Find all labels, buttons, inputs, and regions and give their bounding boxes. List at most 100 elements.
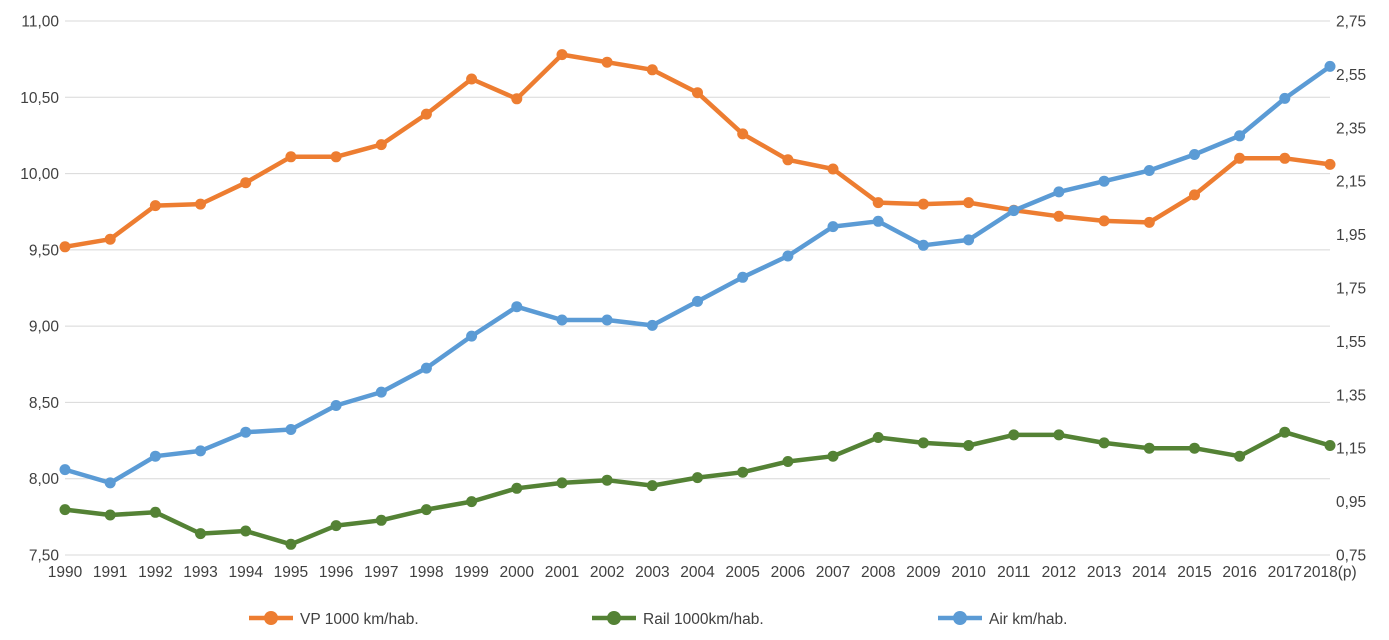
data-point [420,362,432,374]
y-axis-right-tick-label: 1,55 [1336,334,1366,351]
data-point [375,386,387,398]
y-axis-left-tick-label: 10,00 [20,166,59,183]
data-point [1098,175,1110,187]
data-point [827,163,839,175]
data-point [556,477,568,489]
x-axis-tick-label: 2013 [1087,564,1121,581]
data-point [872,215,884,227]
data-point [1279,426,1291,438]
legend-item-vp-1000-km-hab: VP 1000 km/hab. [249,611,419,628]
data-point [963,440,975,451]
data-point [1189,149,1200,160]
data-point [149,450,161,462]
data-point [240,426,252,438]
data-point [240,525,252,537]
data-point [375,514,387,526]
x-axis-tick-label: 1995 [274,564,308,581]
x-axis-tick-label: 2000 [500,564,535,581]
y-axis-left-tick-label: 9,00 [29,319,60,336]
x-axis-tick-label: 2001 [545,564,579,581]
data-point [1053,186,1065,198]
data-point [1008,205,1020,217]
data-point [1324,440,1336,451]
data-point [104,477,116,489]
legend-label: Air km/hab. [989,611,1067,628]
data-point [104,509,116,521]
data-point [737,128,749,140]
y-axis-left-tick-label: 8,00 [29,471,60,488]
data-point [285,151,297,163]
x-axis-tick-label: 2007 [816,564,850,581]
x-axis-tick-label: 1997 [364,564,398,581]
series-air-km-hab [59,60,1336,489]
x-axis-tick-label: 2014 [1132,564,1167,581]
series-line [62,429,1333,547]
data-point [1008,429,1020,441]
data-point [466,330,478,342]
x-axis-tick-label: 1993 [183,564,217,581]
legend-label: Rail 1000km/hab. [643,611,764,628]
data-point [963,197,975,209]
data-point [1143,165,1155,176]
data-point [692,87,703,99]
x-axis-tick-label: 2008 [861,564,895,581]
data-point [601,314,613,326]
data-point [692,472,703,484]
data-point [1234,152,1246,164]
data-point [330,400,342,411]
data-point [195,198,206,210]
y-axis-right-tick-label: 0,75 [1336,548,1366,565]
data-point [1189,189,1200,201]
x-axis-tick-label: 2004 [680,564,715,581]
data-point [646,64,658,76]
legend-item-air-km-hab: Air km/hab. [938,611,1067,628]
data-point [104,233,116,245]
x-axis: 1990 1991 1992 1993 1994 1995 1996 1997 1998 1999… [48,564,1357,581]
data-point [556,49,568,61]
data-point [872,197,884,209]
x-axis-tick-label: 1996 [319,564,353,581]
x-axis-tick-label: 2017 [1268,564,1302,581]
x-axis-tick-label: 1994 [228,564,263,581]
data-point [195,445,206,457]
x-axis-tick-label: 2018(p) [1303,564,1356,581]
data-point [782,456,794,467]
x-axis-tick-label: 1992 [138,564,172,581]
data-point [917,198,929,210]
gridlines [65,20,1330,556]
data-point [1143,216,1155,228]
x-axis-tick-label: 2011 [997,564,1030,581]
data-point [601,56,613,68]
x-axis-tick-label: 2012 [1042,564,1076,581]
data-point [420,504,432,516]
data-point [59,241,71,253]
series-line [62,52,1333,250]
data-point [963,234,975,246]
x-axis-tick-label: 2009 [906,564,940,581]
legend: VP 1000 km/hab. Rail 1000km/hab. Air km/ha… [249,611,1067,628]
y-axis-right: 2,75 2,55 2,35 2,15 1,95 1,75 1,55 1,35 1,15 0,95… [1336,14,1366,565]
legend-label: VP 1000 km/hab. [300,611,419,628]
x-axis-tick-label: 2005 [725,564,759,581]
data-point [1234,450,1246,462]
y-axis-right-tick-label: 2,75 [1336,14,1366,31]
y-axis-right-tick-label: 1,95 [1336,227,1366,244]
data-point [330,520,342,532]
data-point [872,432,884,443]
data-point [1234,130,1246,142]
data-point [1053,429,1065,441]
data-point [601,474,613,486]
y-axis-right-tick-label: 2,35 [1336,120,1366,137]
x-axis-tick-label: 2010 [951,564,986,581]
data-point [466,496,478,508]
data-point [466,73,478,85]
data-point [646,319,658,331]
y-axis-right-tick-label: 1,35 [1336,387,1366,404]
data-point [646,480,658,492]
data-point [511,482,523,494]
x-axis-tick-label: 1990 [48,564,83,581]
y-axis-left-tick-label: 8,50 [29,395,60,412]
data-point [59,504,71,516]
